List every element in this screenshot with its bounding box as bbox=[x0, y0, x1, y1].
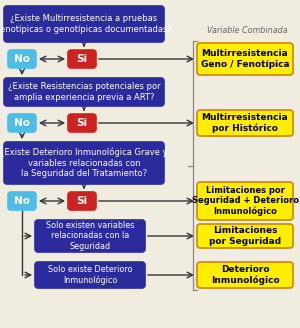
Text: Si: Si bbox=[76, 196, 88, 206]
FancyBboxPatch shape bbox=[197, 182, 293, 220]
FancyBboxPatch shape bbox=[4, 6, 164, 42]
FancyBboxPatch shape bbox=[35, 262, 145, 288]
Text: ¿Existe Multirresistencia a pruebas
fenotípicas o genotípicas documentadas?: ¿Existe Multirresistencia a pruebas feno… bbox=[0, 14, 171, 34]
Text: Multirresistencia
por Histórico: Multirresistencia por Histórico bbox=[202, 113, 288, 133]
FancyBboxPatch shape bbox=[68, 50, 96, 68]
Text: Solo existen variables
relacionadas con la
Seguridad: Solo existen variables relacionadas con … bbox=[46, 221, 134, 251]
Text: Limitaciones
por Seguridad: Limitaciones por Seguridad bbox=[209, 226, 281, 246]
FancyBboxPatch shape bbox=[8, 114, 36, 132]
Text: Variable Combinada: Variable Combinada bbox=[207, 26, 287, 35]
Text: Deterioro
Inmunológico: Deterioro Inmunológico bbox=[211, 265, 279, 285]
Text: Si: Si bbox=[76, 54, 88, 64]
FancyBboxPatch shape bbox=[8, 50, 36, 68]
FancyBboxPatch shape bbox=[8, 192, 36, 210]
FancyBboxPatch shape bbox=[35, 220, 145, 252]
Text: No: No bbox=[14, 54, 30, 64]
Text: Multirresistencia
Geno / Fenotípica: Multirresistencia Geno / Fenotípica bbox=[201, 49, 289, 69]
Text: No: No bbox=[14, 196, 30, 206]
Text: No: No bbox=[14, 118, 30, 128]
Text: ¿Existe Resistencias potenciales por
amplia experiencia previa a ART?: ¿Existe Resistencias potenciales por amp… bbox=[8, 82, 160, 102]
FancyBboxPatch shape bbox=[68, 192, 96, 210]
FancyBboxPatch shape bbox=[197, 262, 293, 288]
FancyBboxPatch shape bbox=[197, 224, 293, 248]
Text: ¿Existe Deterioro Inmunológica Grave y
variables relacionadas con
la Seguridad d: ¿Existe Deterioro Inmunológica Grave y v… bbox=[0, 148, 168, 178]
FancyBboxPatch shape bbox=[197, 43, 293, 75]
FancyBboxPatch shape bbox=[4, 142, 164, 184]
FancyBboxPatch shape bbox=[197, 110, 293, 136]
Text: Si: Si bbox=[76, 118, 88, 128]
FancyBboxPatch shape bbox=[4, 78, 164, 106]
Text: Limitaciones por
Seguridad + Deterioro
Inmunológico: Limitaciones por Seguridad + Deterioro I… bbox=[191, 186, 298, 216]
Text: Solo existe Deterioro
Inmunológico: Solo existe Deterioro Inmunológico bbox=[48, 265, 132, 285]
FancyBboxPatch shape bbox=[68, 114, 96, 132]
